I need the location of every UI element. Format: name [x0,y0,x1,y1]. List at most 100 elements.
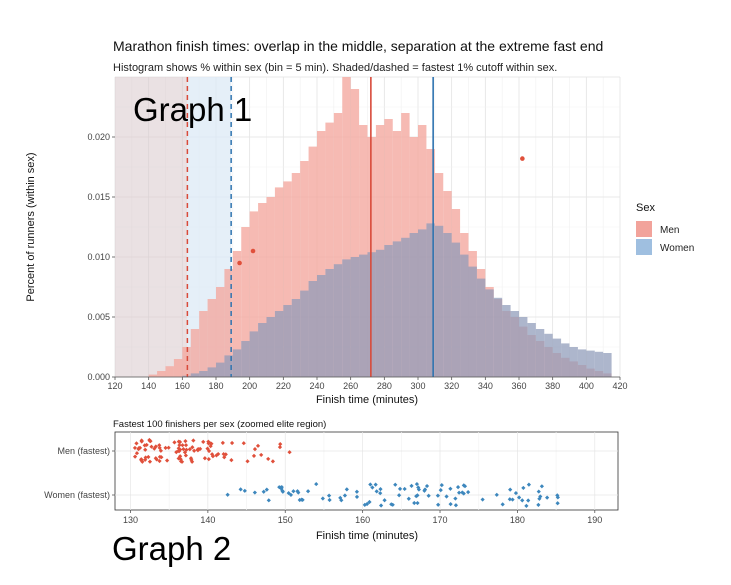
men-elite-point [166,445,171,450]
women-elite-point [510,497,515,502]
women-bar [577,349,587,377]
women-elite-point [513,490,519,496]
men-bar [291,173,301,377]
women-elite-point [370,485,375,490]
men-elite-point [132,454,138,459]
women-bar [375,249,385,377]
men-elite-point [157,443,162,448]
men-cutoff-shade [115,77,188,377]
women-bar [367,252,376,377]
x-tick-label: 380 [545,381,560,391]
women-elite-point [288,492,294,498]
legend: Sex Men Women [636,202,694,255]
men-bar [333,113,343,377]
men-bar [300,161,309,377]
women-elite-point [422,488,427,493]
y-tick-label: 0.020 [87,132,110,142]
women-elite-point [453,496,458,501]
women-elite-point [277,485,282,490]
women-bar [291,299,301,377]
women-elite-point [393,482,398,487]
women-elite-point [538,494,543,499]
histogram-axes: 120 140 160 180 200 220 240 260 280 300 320 340 360 3… [87,132,627,391]
women-elite-point [280,489,285,494]
women-elite-point [264,487,269,492]
men-bar [359,125,368,377]
women-elite-point [508,487,513,492]
women-elite-point [537,496,542,501]
women-elite-point [279,485,284,490]
men-bar [274,187,284,377]
y-tick-label: 0.015 [87,192,110,202]
women-elite-point [520,498,525,503]
women-bar [241,341,250,377]
men-elite-point [149,444,154,449]
women-bar [443,233,452,377]
men-elite-point [136,446,142,451]
women-elite-point [536,489,541,494]
chart-subtitle: Histogram shows % within sex (bin = 5 mi… [113,62,557,74]
women-elite-point [225,492,230,497]
women-elite-point [374,489,379,494]
men-elite-point [259,452,264,458]
women-elite-point [521,485,526,491]
women-elite-point [320,496,325,501]
x-tick-label: 340 [478,381,493,391]
elite-panel: 130 140 150 160 170 180 190 [112,431,619,525]
women-elite-point [368,482,373,487]
women-elite-point [426,493,431,498]
women-elite-point [412,500,417,506]
women-elite-point [261,489,266,494]
reference-lines [186,77,434,377]
men-bar [342,77,351,377]
men-bar [165,366,174,377]
men-elite-point [157,454,163,459]
women-bar [451,242,461,377]
women-bar [232,349,242,377]
x-tick-label: 420 [612,381,627,391]
men-bar [190,329,200,377]
men-elite-point [266,456,271,462]
men-elite-point [183,453,188,458]
women-bar [460,254,469,377]
women-elite-point [526,482,532,487]
women-elite-point [364,501,370,507]
women-bar [418,229,427,377]
men-elite-point [277,445,283,450]
men-elite-point [176,456,181,461]
women-elite-point [397,493,402,498]
graph-2-label: Graph 2 [112,530,231,567]
men-bar [157,371,166,377]
women-elite-point [378,491,383,496]
women-elite-point [238,487,243,492]
y-axis-label: Percent of runners (within sex) [25,152,37,301]
women-bar [552,338,562,377]
women-elite-point [295,489,300,494]
women-elite-point [354,489,360,494]
men-elite-point [195,448,201,453]
women-elite-point [524,503,529,508]
men-elite-point [181,447,186,452]
women-elite-point [338,495,343,500]
men-elite-point [178,454,183,459]
women-bar [493,297,503,377]
women-elite-point [327,497,332,503]
women-elite-point [480,497,485,502]
women-elite-point [453,503,459,508]
women-bar [325,269,334,377]
women-elite-point [461,491,466,496]
women-elite-point [555,495,560,500]
women-bar [258,323,267,377]
men-elite-point [153,444,158,449]
men-elite-point [202,456,208,461]
women-bar [333,264,343,377]
women-bar [569,347,578,377]
women-elite-point [416,487,422,492]
histogram-bars [148,77,612,377]
men-elite-point [158,448,163,453]
men-elite-point [157,458,162,464]
men-bar [216,287,225,377]
women-elite-point [299,497,304,502]
women-elite-point [402,486,407,492]
women-elite-point [291,489,296,494]
